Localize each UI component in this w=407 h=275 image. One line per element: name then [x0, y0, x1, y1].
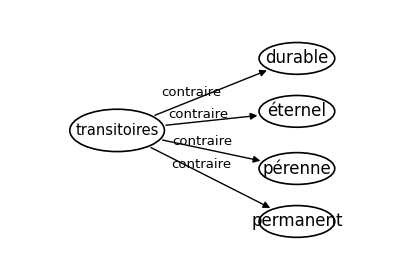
- Text: permanent: permanent: [251, 213, 343, 230]
- Text: contraire: contraire: [172, 158, 232, 171]
- Text: contraire: contraire: [162, 86, 222, 99]
- Text: pérenne: pérenne: [263, 159, 331, 178]
- Text: contraire: contraire: [168, 108, 228, 122]
- Text: contraire: contraire: [172, 135, 232, 148]
- Text: éternel: éternel: [267, 102, 326, 120]
- Text: transitoires: transitoires: [75, 123, 159, 138]
- Text: durable: durable: [265, 50, 328, 67]
